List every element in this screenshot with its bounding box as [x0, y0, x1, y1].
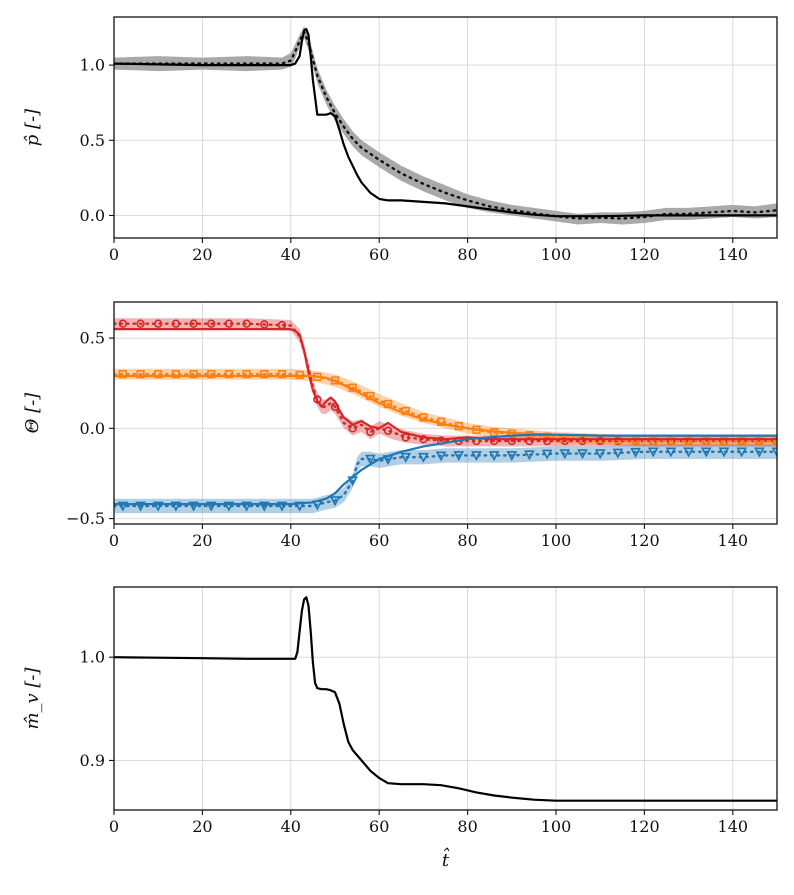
uncertainty-band	[114, 26, 777, 225]
x-tick-label: 20	[192, 531, 212, 550]
x-tick-label: 140	[718, 817, 749, 836]
y-tick-label: 0.0	[80, 419, 105, 438]
x-tick-label: 100	[541, 531, 572, 550]
x-tick-label: 0	[109, 245, 119, 264]
y-tick-label: 0.0	[80, 206, 105, 225]
x-tick-label: 40	[281, 817, 301, 836]
x-tick-label: 60	[369, 245, 389, 264]
x-tick-label: 20	[192, 817, 212, 836]
data-marker	[684, 436, 693, 446]
gridlines	[113, 302, 777, 524]
x-tick-label: 120	[629, 817, 660, 836]
x-tick-label: 80	[457, 817, 477, 836]
data-marker	[260, 370, 269, 379]
x-tick-label: 80	[457, 531, 477, 550]
plot-area	[114, 318, 777, 514]
x-tick-label: 100	[541, 245, 572, 264]
x-tick-label: 20	[192, 245, 212, 264]
gridlines	[113, 587, 777, 810]
data-marker	[771, 447, 777, 458]
x-tick-label: 140	[718, 245, 749, 264]
measured-line	[114, 373, 777, 443]
data-marker	[189, 370, 198, 379]
y-tick-label: 1.0	[80, 56, 105, 75]
x-tick-label: 120	[629, 531, 660, 550]
x-tick-label: 0	[109, 531, 119, 550]
data-marker	[136, 319, 145, 328]
data-marker	[189, 319, 198, 328]
x-tick-label: 80	[457, 245, 477, 264]
data-marker	[136, 370, 145, 379]
data-marker	[329, 496, 341, 507]
mass-panel: 0 20 40 60 80 100 120 140 0.9 1.0 m̂_v [-] t̂	[22, 586, 778, 871]
data-marker	[207, 370, 216, 379]
data-marker	[366, 427, 375, 437]
y-axis-label: p̂ [-]	[22, 108, 43, 146]
pressure-panel: 0 20 40 60 80 100 120 140 0.0 0.5 1.0 p̂ [-]	[22, 16, 778, 264]
x-tick-label: 40	[281, 531, 301, 550]
x-axis-label: t̂	[442, 846, 450, 871]
x-tick-label: 140	[718, 531, 749, 550]
x-tick-label: 40	[281, 245, 301, 264]
model-line	[114, 27, 777, 218]
measured-line	[114, 450, 777, 508]
x-tick-label: 60	[369, 531, 389, 550]
x-tick-label: 100	[541, 817, 572, 836]
y-axis-label: Θ [-]	[22, 392, 43, 434]
data-marker	[207, 319, 216, 328]
y-tick-label: 1.0	[80, 648, 105, 667]
model-line	[114, 596, 777, 802]
theta-panel: 0 20 40 60 80 100 120 140 −0.5 0.0 0.5 Θ [-]	[22, 301, 778, 550]
data-marker	[258, 501, 270, 512]
y-tick-label: 0.9	[80, 751, 105, 770]
data-marker	[700, 447, 712, 458]
axes-frame	[113, 301, 778, 525]
x-tick-label: 60	[369, 817, 389, 836]
plot-area	[114, 26, 777, 225]
axes-frame	[113, 586, 778, 811]
y-tick-label: 0.5	[80, 329, 105, 348]
model-line	[114, 328, 777, 441]
x-tick-label: 0	[109, 817, 119, 836]
y-tick-label: −0.5	[66, 509, 105, 528]
y-tick-label: 0.5	[80, 131, 105, 150]
y-axis-label: m̂_v [-]	[22, 666, 43, 729]
model-line	[114, 433, 777, 506]
plot-area	[114, 596, 777, 802]
axes-frame	[113, 16, 778, 239]
gridlines	[113, 17, 777, 238]
data-marker	[260, 320, 269, 329]
x-tick-label: 120	[629, 245, 660, 264]
